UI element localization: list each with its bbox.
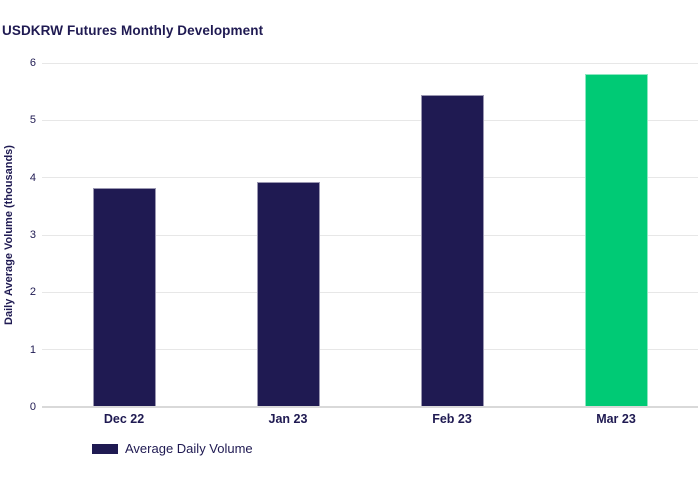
y-tick-label: 3 [29,229,36,241]
plot-area [42,62,698,408]
gridline [42,234,698,236]
bar-mar-23 [584,74,648,407]
legend-swatch [92,443,118,454]
y-tick-label: 2 [29,286,36,299]
y-tick-label: 6 [29,57,36,69]
x-axis-line [42,406,698,408]
legend-item[interactable]: Average Daily Volume [92,441,253,456]
x-tick-label: Feb 23 [432,412,472,426]
bar-feb-23 [420,94,484,407]
x-tick-label: Jan 23 [268,412,308,426]
x-tick-label: Dec 22 [103,412,145,426]
gridline [42,177,698,179]
chart-title: USDKRW Futures Monthly Development [2,23,264,38]
gridline [42,119,698,121]
y-tick-label: 0 [29,401,36,413]
x-tick-label: Mar 23 [596,412,636,426]
gridline [42,291,698,293]
y-tick-label: 1 [29,343,36,356]
legend-label: Average Daily Volume [125,441,253,456]
bar-jan-23 [256,182,320,407]
y-tick-label: 5 [29,114,36,127]
gridline [42,62,698,64]
y-tick-label: 4 [29,171,36,184]
bar-dec-22 [92,188,156,407]
gridline [42,349,698,351]
